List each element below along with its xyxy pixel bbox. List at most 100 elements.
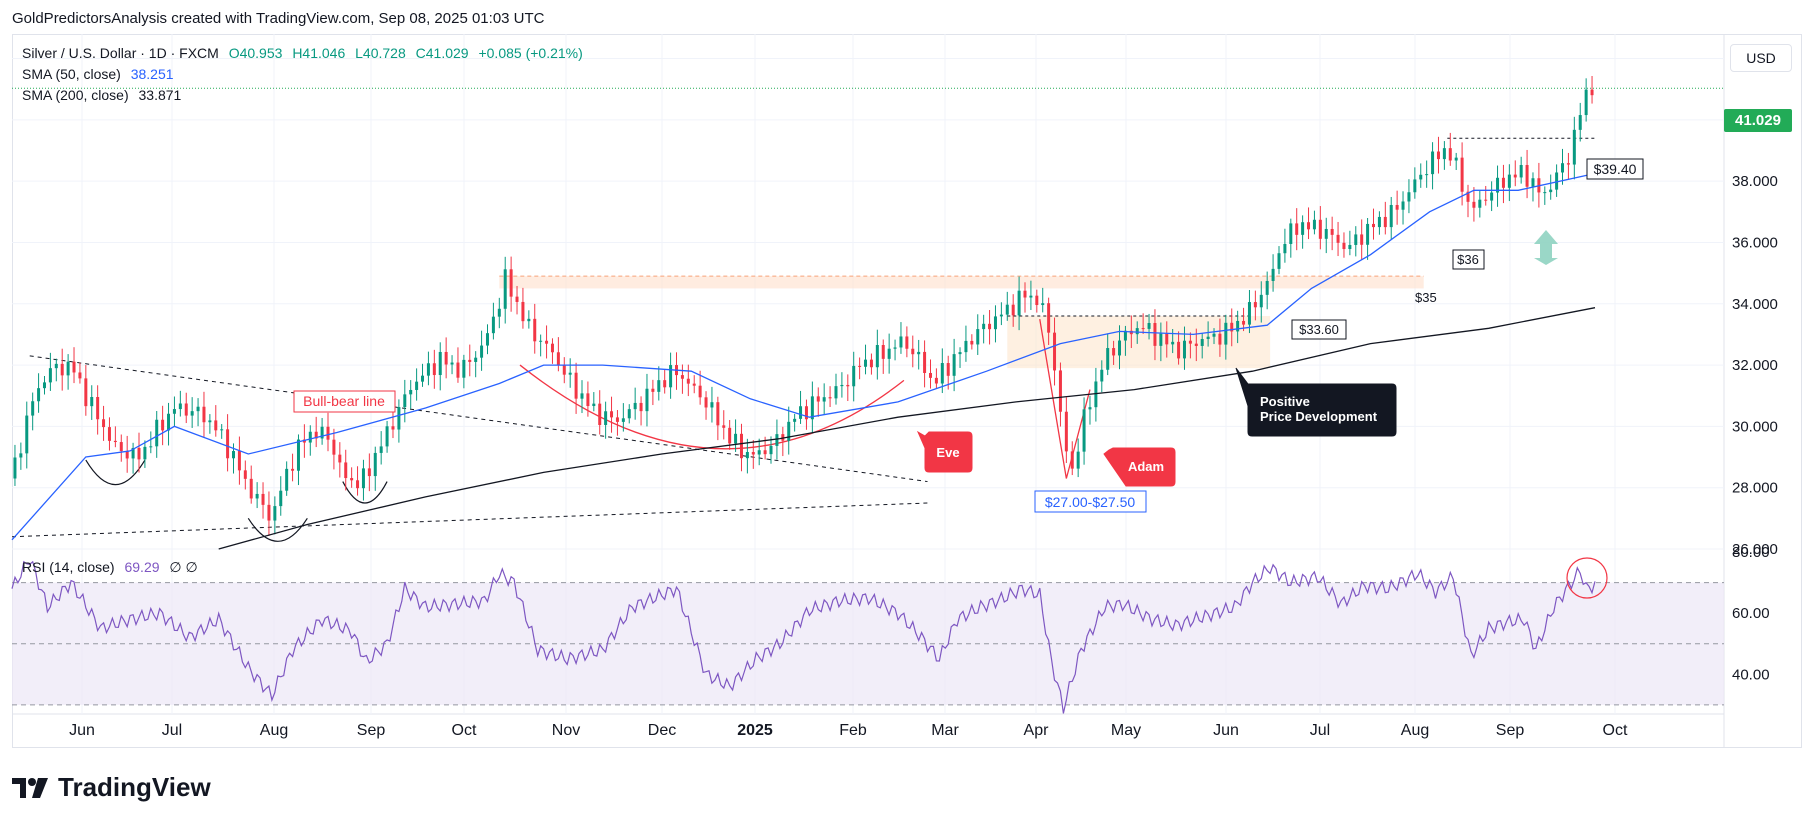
candle-body bbox=[993, 316, 997, 330]
support-band-label-box[interactable] bbox=[1034, 490, 1147, 513]
candle-body bbox=[1436, 151, 1440, 160]
candle-body bbox=[90, 397, 94, 407]
candle-body bbox=[680, 375, 684, 379]
candle-body bbox=[1401, 201, 1405, 210]
candle-body bbox=[497, 308, 501, 317]
candle-body bbox=[751, 452, 755, 455]
candle-body bbox=[1230, 322, 1234, 332]
candle-body bbox=[391, 426, 395, 430]
candle-body bbox=[403, 394, 407, 408]
candle-body bbox=[1094, 381, 1098, 408]
candle-body bbox=[344, 462, 348, 479]
legend-high: H41.046 bbox=[292, 45, 346, 61]
sma50-label: SMA (50, close) bbox=[22, 66, 121, 82]
candle-body bbox=[1123, 330, 1127, 341]
cup-curve-2 bbox=[342, 481, 388, 504]
candle-body bbox=[491, 316, 495, 334]
eve-curve bbox=[519, 364, 905, 450]
candle-body bbox=[1088, 407, 1092, 410]
candle-body bbox=[1271, 268, 1275, 281]
candle-body bbox=[1035, 295, 1039, 306]
price-tick-2: 30.000 bbox=[1732, 418, 1778, 435]
candle-body bbox=[663, 380, 667, 388]
candle-body bbox=[1336, 234, 1340, 243]
positive-line2: Price Development bbox=[1260, 409, 1378, 424]
candle-body bbox=[604, 411, 608, 425]
candle-body bbox=[633, 402, 637, 410]
legend-close: C41.029 bbox=[415, 45, 469, 61]
bull-bear-label-box[interactable] bbox=[293, 390, 396, 413]
candle-body bbox=[184, 403, 188, 416]
candle-body bbox=[1543, 192, 1547, 194]
candle-body bbox=[356, 480, 360, 489]
candle-body bbox=[710, 402, 714, 408]
candle-body bbox=[988, 323, 992, 330]
level-3360-box[interactable] bbox=[1291, 319, 1347, 340]
candle-body bbox=[550, 343, 554, 353]
candle-body bbox=[928, 372, 932, 378]
candle-body bbox=[1064, 411, 1068, 452]
candle-body bbox=[379, 446, 383, 453]
candle-body bbox=[1236, 320, 1240, 332]
candle-body bbox=[1112, 348, 1116, 356]
candle-body bbox=[1082, 409, 1086, 452]
candle-body bbox=[19, 453, 23, 458]
candle-body bbox=[846, 384, 850, 387]
time-tick-14: Aug bbox=[1401, 722, 1429, 739]
adam-callout[interactable] bbox=[1103, 447, 1176, 487]
legend-rsi[interactable]: RSI (14, close) 69.29 ∅ ∅ bbox=[22, 559, 204, 576]
candle-body bbox=[367, 468, 371, 477]
candle-body bbox=[1141, 328, 1145, 330]
candle-body bbox=[220, 429, 224, 431]
price-tick-3: 32.000 bbox=[1732, 357, 1778, 374]
positive-callout[interactable] bbox=[1235, 367, 1397, 437]
candle-body bbox=[485, 333, 489, 346]
candle-body bbox=[1590, 89, 1594, 96]
candle-body bbox=[586, 393, 590, 407]
legend-open: O40.953 bbox=[228, 45, 283, 61]
candle-body bbox=[775, 434, 779, 446]
candle-body bbox=[208, 420, 212, 423]
highlight-zones bbox=[12, 87, 1724, 369]
legend-sma50[interactable]: SMA (50, close) 38.251 bbox=[22, 66, 180, 82]
level-3940-label: $39.40 bbox=[1594, 161, 1637, 177]
candle-body bbox=[25, 415, 29, 454]
eve-callout[interactable] bbox=[916, 430, 973, 473]
candle-body bbox=[1507, 174, 1511, 188]
bull-bear-label: Bull-bear line bbox=[303, 393, 385, 409]
candle-body bbox=[1519, 164, 1523, 178]
candle-body bbox=[42, 382, 46, 389]
candle-body bbox=[692, 383, 696, 386]
candle-body bbox=[1395, 204, 1399, 210]
candle-body bbox=[1371, 223, 1375, 228]
chart-frame[interactable] bbox=[12, 34, 1802, 748]
candle-body bbox=[545, 340, 549, 344]
brand-logo[interactable]: TradingView bbox=[12, 772, 211, 803]
legend-sma200[interactable]: SMA (200, close) 33.871 bbox=[22, 87, 187, 103]
candle-body bbox=[421, 375, 425, 382]
level-36-box[interactable] bbox=[1452, 249, 1485, 270]
time-tick-11: May bbox=[1111, 722, 1141, 739]
candle-body bbox=[1041, 303, 1045, 306]
candle-body bbox=[799, 406, 803, 419]
candle-body bbox=[627, 409, 631, 419]
candle-body bbox=[226, 429, 230, 459]
candle-body bbox=[1354, 234, 1358, 245]
candle-body bbox=[1448, 148, 1452, 161]
candle-body bbox=[1242, 320, 1246, 325]
candle-body bbox=[78, 372, 82, 379]
currency-selector[interactable]: USD bbox=[1730, 44, 1792, 72]
candle-body bbox=[172, 409, 176, 414]
candle-body bbox=[970, 340, 974, 345]
candle-body bbox=[1177, 341, 1181, 359]
candle-body bbox=[698, 385, 702, 398]
level-3940-box[interactable] bbox=[1586, 158, 1644, 180]
candle-body bbox=[1478, 199, 1482, 208]
resistance-zone-35 bbox=[499, 276, 1424, 289]
candle-body bbox=[810, 396, 814, 420]
candle-body bbox=[1472, 201, 1476, 208]
candle-body bbox=[704, 397, 708, 408]
candle-body bbox=[1348, 244, 1352, 250]
candle-body bbox=[639, 402, 643, 412]
